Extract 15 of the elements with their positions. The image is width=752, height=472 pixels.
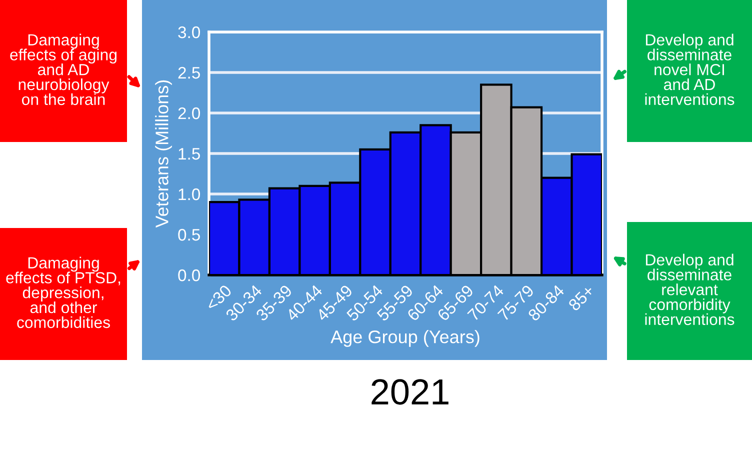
y-tick-label: 2.5 [178, 66, 200, 79]
y-tick-label: 1.0 [178, 188, 200, 200]
text: Develop and disseminate novel MCI and AD interventions [645, 34, 734, 106]
y-tick-label: 1.5 [178, 148, 200, 160]
y-tick-label: 3.0 [178, 26, 200, 38]
y-axis-title: Veterans (Millions) [155, 80, 172, 228]
x-axis-title: Age Group (Years) [330, 330, 480, 347]
text: Damaging effects of PTSD, depression, and other comorbidities [6, 256, 120, 328]
text: Develop and disseminate relevant comorbidity interventions [645, 254, 734, 326]
x-tick-label: 85+ [568, 284, 595, 312]
text: Damaging effects of aging and AD neurobiology on the brain [10, 34, 116, 106]
y-tick-label: 2.0 [178, 107, 200, 120]
text: 2021 [372, 379, 448, 405]
y-tick-label: 0.5 [178, 228, 200, 241]
y-tick-label: 0.0 [178, 269, 200, 282]
